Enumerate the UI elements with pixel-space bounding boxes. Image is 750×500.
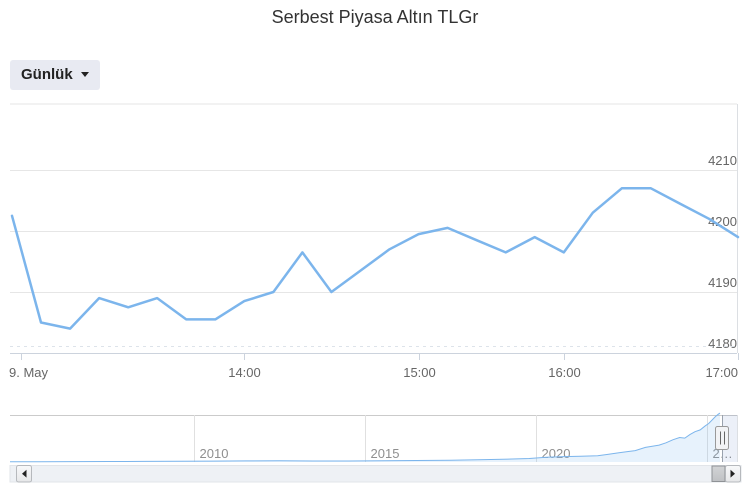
y-axis-label: 4190: [708, 275, 737, 290]
navigator-line-series: [9, 412, 721, 463]
x-axis-label: 17:00: [705, 365, 738, 380]
range-dropdown-label: Günlük: [21, 66, 73, 83]
navigator-year-label: 2015: [371, 446, 400, 461]
navigator-year-label: 2010: [200, 446, 229, 461]
arrow-left-icon: [22, 469, 27, 478]
arrow-right-icon: [730, 469, 735, 478]
range-dropdown-button[interactable]: Günlük: [10, 60, 100, 90]
x-axis-label: 14:00: [228, 365, 261, 380]
price-line-series: [10, 187, 740, 330]
scrollbar-track[interactable]: [9, 465, 742, 483]
main-plot-area[interactable]: [10, 104, 737, 353]
caret-down-icon: [80, 72, 89, 77]
y-axis-label: 4200: [708, 214, 737, 229]
navigator-handle[interactable]: [715, 426, 729, 450]
page-title: Serbest Piyasa Altın TLGr: [271, 7, 479, 27]
x-axis-label: 16:00: [548, 365, 581, 380]
y-axis-label: 4180: [708, 336, 737, 351]
y-axis-label: 4210: [708, 153, 737, 168]
navigator-handle-box[interactable]: [715, 426, 729, 450]
scrollbar-thumb[interactable]: [711, 465, 726, 482]
x-axis-label: 15:00: [403, 365, 436, 380]
navigator-area-series: [10, 413, 720, 462]
x-axis-label: 9. May: [9, 365, 49, 380]
